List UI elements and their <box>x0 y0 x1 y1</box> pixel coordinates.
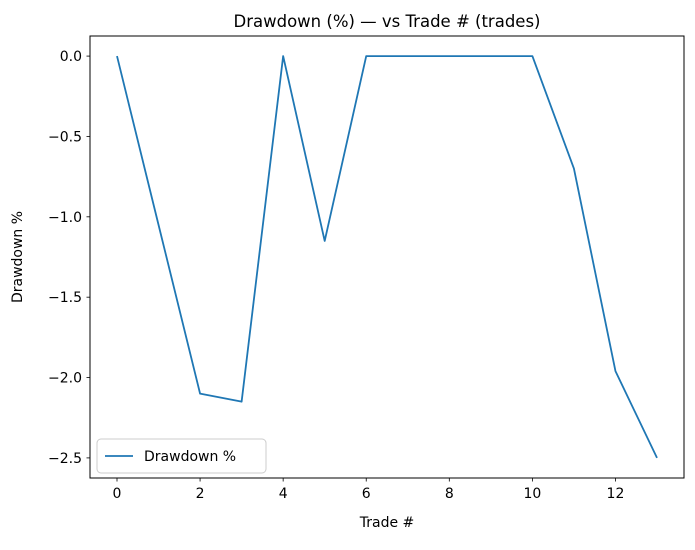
x-tick-label: 10 <box>523 486 541 502</box>
x-tick-label: 8 <box>445 486 454 502</box>
x-tick-label: 0 <box>113 486 122 502</box>
y-axis-label: Drawdown % <box>10 211 26 303</box>
chart-title: Drawdown (%) — vs Trade # (trades) <box>234 12 541 31</box>
legend: Drawdown % <box>96 438 267 474</box>
x-tick-label: 6 <box>362 486 371 502</box>
plot-area <box>89 35 685 479</box>
y-tick-label: −1.5 <box>48 290 82 306</box>
y-tick-label: −2.5 <box>48 451 82 467</box>
drawdown-line <box>116 55 658 459</box>
x-tick-label: 2 <box>196 486 205 502</box>
y-tick-label: 0.0 <box>60 49 82 65</box>
x-ticks: 0 2 4 6 8 10 12 <box>113 478 625 502</box>
x-tick-label: 12 <box>607 486 625 502</box>
y-tick-label: −1.0 <box>48 210 82 226</box>
y-ticks: 0.0 −0.5 −1.0 −1.5 −2.0 −2.5 <box>48 49 90 467</box>
y-tick-label: −0.5 <box>48 129 82 145</box>
y-tick-label: −2.0 <box>48 371 82 387</box>
x-axis-label: Trade # <box>359 515 415 531</box>
legend-box <box>96 438 267 474</box>
x-tick-label: 4 <box>279 486 288 502</box>
legend-label: Drawdown % <box>144 449 236 465</box>
